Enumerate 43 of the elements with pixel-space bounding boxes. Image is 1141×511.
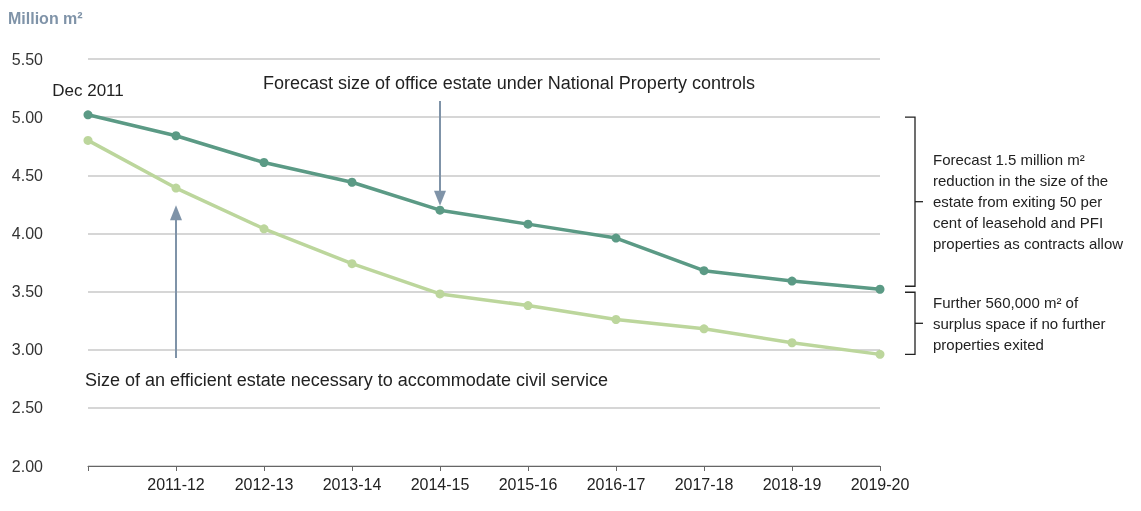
point — [523, 301, 533, 311]
point — [83, 110, 93, 120]
y-tick-label: 3.50 — [11, 283, 44, 301]
point — [347, 177, 357, 187]
y-axis-title: Million m² — [8, 9, 83, 27]
y-tick-label: 3.00 — [11, 341, 44, 359]
point — [347, 259, 357, 269]
x-tick-label: 2018-19 — [762, 475, 822, 493]
point — [435, 289, 445, 299]
x-tick-label: 2016-17 — [586, 475, 646, 493]
y-tick-label: 4.50 — [11, 166, 44, 184]
x-tick-label: 2019-20 — [850, 475, 910, 493]
x-tick-label: 2011-12 — [147, 475, 205, 493]
x-tick-label: 2017-18 — [674, 475, 734, 493]
text: Forecast 1.5 million m² reduction in the size of the estate from exiting 50 per cent of leasehold and PFI properties as contracts allow — [933, 151, 1124, 253]
y-tick-label: 2.00 — [11, 457, 44, 475]
point — [435, 205, 445, 215]
point — [259, 224, 269, 234]
text: Size of an efficient estate necessary to accommodate civil service — [85, 370, 608, 390]
point — [83, 135, 93, 145]
point — [875, 284, 885, 294]
y-tick-label: 4.00 — [11, 224, 44, 242]
point — [787, 276, 797, 286]
text: Further 560,000 m² of surplus space if no further properties exited — [933, 293, 1110, 353]
x-tick-label: 2015-16 — [498, 475, 558, 493]
point — [787, 338, 797, 348]
x-tick-label: 2013-14 — [322, 475, 382, 493]
point — [699, 266, 709, 276]
y-tick-label: 5.00 — [11, 108, 44, 126]
y-tick-label: 5.50 — [11, 50, 44, 68]
point — [611, 314, 621, 324]
point — [523, 219, 533, 229]
point — [171, 131, 181, 141]
point — [259, 158, 269, 167]
x-tick-label: 2012-13 — [234, 475, 294, 493]
text: Forecast size of office estate under National Property controls — [263, 73, 755, 93]
annotation: Dec 2011 — [52, 80, 124, 100]
point — [875, 349, 885, 359]
y-tick-label: 2.50 — [11, 399, 44, 417]
x-tick-label: 2014-15 — [410, 475, 470, 493]
point — [171, 183, 181, 193]
point — [611, 233, 621, 243]
point — [699, 324, 709, 334]
